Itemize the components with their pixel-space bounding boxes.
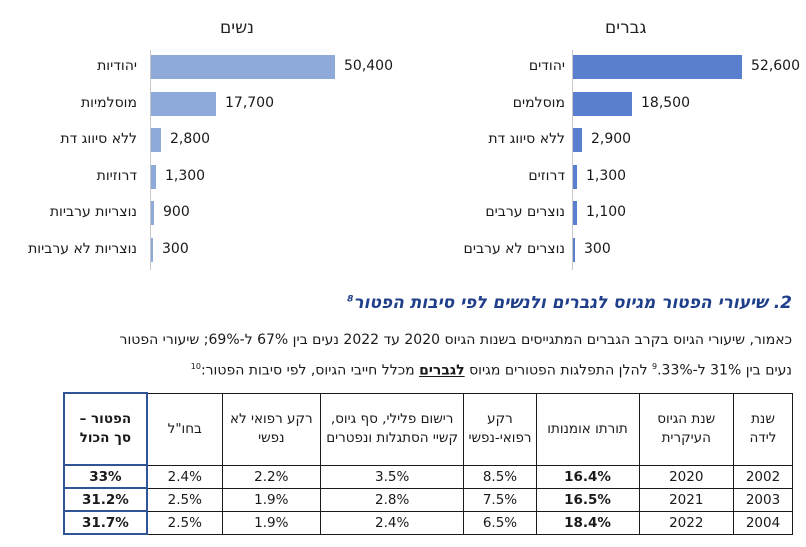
women-value-label: 2,800 (170, 131, 211, 147)
women-category-label: דרוזיות (96, 167, 137, 184)
paragraph-line-2: נעים בין 31% ל-33%.9 להלן התפלגות הפטורי… (191, 362, 792, 379)
table-cell: 16.4% (535, 464, 640, 489)
table-cell: 2.8% (319, 487, 465, 512)
men-value-label: 2,900 (591, 131, 632, 147)
header-mental: רקע רפואי-נפשי (463, 392, 537, 466)
table-cell: 8.5% (463, 464, 537, 489)
women-category-label: יהודיות (97, 58, 137, 74)
men-category-label: יהודים (528, 58, 565, 74)
table-header-row: שנת לידה שנת הגיוס העיקרית תורתו אומנותו… (63, 392, 794, 466)
table-cell: 31.7% (63, 510, 148, 535)
header-birth-year: שנת לידה (732, 392, 794, 466)
section-footnote: 8 (347, 294, 354, 305)
men-bar (573, 164, 577, 189)
header-draft-year: שנת הגיוס העיקרית (638, 392, 734, 466)
women-bar (151, 164, 156, 189)
men-bar (573, 128, 582, 152)
table-cell: 16.5% (535, 487, 640, 512)
table-cell: 18.4% (535, 510, 640, 535)
header-torah: תורתו אומנותו (535, 392, 640, 466)
men-bar (573, 237, 575, 262)
table-row: 2003 2021 16.5% 7.5% 2.8% 1.9% 2.5% 31.2% (63, 487, 794, 512)
section-title: שיעורי הפטור מגיוס לגברים ולנשים לפי סיב… (353, 293, 768, 313)
men-chart-axis (572, 50, 573, 270)
women-bar (151, 201, 154, 225)
table-cell: 6.5% (463, 510, 537, 535)
men-chart-title: גברים (605, 18, 647, 38)
table-cell: 2020 (638, 464, 734, 489)
women-category-label: ללא סיווג דת (60, 131, 137, 147)
table-cell: 2.5% (146, 510, 223, 535)
men-value-label: 1,100 (586, 204, 627, 220)
women-chart: נשים 50,400 יהודיות 17,700 מוסלמיות 2,800 ללא… (0, 0, 400, 280)
men-value-label: 52,600 (751, 58, 800, 74)
paragraph-text-c: מכלל חייבי הגיוס, לפי סיבות הפטור: (200, 362, 420, 379)
table-cell: 2.4% (146, 464, 223, 489)
paragraph-line-1: כאמור, שיעורי הגיוס בקרב הגברים המתגייסי… (119, 332, 792, 348)
table-cell: 2003 (732, 487, 794, 512)
table-cell: 31.2% (63, 487, 148, 512)
women-value-label: 900 (163, 204, 190, 220)
table-cell: 7.5% (463, 487, 537, 512)
header-abroad: בחו"ל (146, 392, 223, 466)
header-medical: רקע רפואי לא נפשי (221, 392, 321, 466)
header-criminal: רישום פלילי, סף גיוס, קשיי הסתגלות ונפטר… (319, 392, 465, 466)
women-category-label: נוצריות ערביות (49, 204, 137, 220)
table-cell: 33% (63, 464, 148, 489)
table-cell: 3.5% (319, 464, 465, 489)
men-bar (573, 55, 742, 79)
table-row: 2002 2020 16.4% 8.5% 3.5% 2.2% 2.4% 33% (63, 464, 794, 489)
men-bar (573, 201, 577, 225)
header-total: הפטור – סך הכול (63, 392, 148, 466)
women-chart-title: נשים (220, 18, 254, 38)
women-bar (151, 91, 216, 116)
paragraph-emphasis-men: לגברים (419, 362, 465, 379)
table-cell: 2.5% (146, 487, 223, 512)
women-category-label: מוסלמיות (80, 94, 137, 111)
men-category-label: מוסלמים (512, 94, 565, 111)
men-chart: גברים 52,600 יהודים 18,500 מוסלמים 2,900 ללא … (400, 0, 806, 280)
men-value-label: 18,500 (641, 94, 690, 111)
footnote-9: 9 (652, 362, 658, 371)
women-bar (151, 128, 161, 152)
men-value-label: 300 (584, 240, 611, 257)
table-row: 2004 2022 18.4% 6.5% 2.4% 1.9% 2.5% 31.7% (63, 510, 794, 535)
women-value-label: 50,400 (344, 58, 393, 74)
women-bar (151, 237, 153, 262)
men-category-label: דרוזים (528, 167, 565, 184)
women-bar (151, 55, 335, 79)
women-value-label: 1,300 (165, 167, 206, 184)
table-cell: 2021 (638, 487, 734, 512)
men-bar (573, 91, 632, 116)
table-cell: 2.4% (319, 510, 465, 535)
section-heading: 2. שיעורי הפטור מגיוס לגברים ולנשים לפי … (347, 293, 792, 313)
men-category-label: ללא סיווג דת (488, 131, 565, 147)
exemption-table: שנת לידה שנת הגיוס העיקרית תורתו אומנותו… (63, 392, 794, 535)
men-category-label: נוצרים ערבים (485, 204, 565, 220)
footnote-10: 10 (190, 362, 201, 371)
table-cell: 2022 (638, 510, 734, 535)
table-cell: 1.9% (221, 487, 321, 512)
table-cell: 1.9% (221, 510, 321, 535)
table-cell: 2004 (732, 510, 794, 535)
women-value-label: 300 (162, 240, 189, 257)
women-value-label: 17,700 (225, 94, 274, 111)
paragraph-text-b: להלן התפלגות הפטורים מגיוס (464, 362, 652, 379)
women-chart-axis (150, 50, 151, 270)
section-number: 2. (773, 293, 792, 313)
table-cell: 2.2% (221, 464, 321, 489)
men-category-label: נוצרים לא ערבים (463, 240, 565, 257)
women-category-label: נוצריות לא ערביות (28, 240, 137, 257)
paragraph-text-a: נעים בין 31% ל-33%. (657, 362, 792, 379)
table-cell: 2002 (732, 464, 794, 489)
men-value-label: 1,300 (586, 167, 627, 184)
